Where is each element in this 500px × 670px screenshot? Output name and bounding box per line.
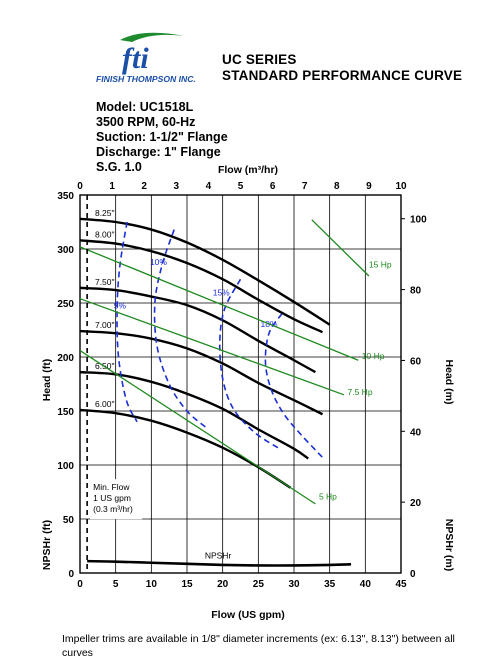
page-title: STANDARD PERFORMANCE CURVE (222, 68, 463, 83)
x2-tick-label: 3 (174, 181, 180, 192)
min-flow-bg (90, 479, 143, 520)
y-tick-label: 150 (57, 407, 74, 418)
y-axis-label: Head (ft) (41, 359, 53, 402)
impeller-curves: 8.25"8.00"7.50"7.00"6.50"6.00" (79, 208, 331, 489)
company-logo: fti FINISH THOMPSON INC. (96, 32, 196, 84)
x2-tick-label: 1 (109, 181, 115, 192)
impeller-curve-3 (79, 329, 324, 416)
power-line-0 (311, 219, 370, 277)
x-tick-label: 45 (395, 579, 407, 590)
npsh-axis-label: NPSHr (ft) (41, 520, 53, 570)
y-tick-label: 50 (63, 515, 75, 526)
spec-model: Model: UC1518L (96, 100, 194, 114)
x-axis-label: Flow (US gpm) (211, 609, 285, 621)
y2-tick-label: 20 (410, 498, 422, 509)
y-tick-label: 250 (57, 299, 74, 310)
efficiency-label: 15% (213, 287, 230, 297)
y2-axis-label: Head (m) (443, 360, 455, 405)
npshr-curve: NPSHr (87, 550, 352, 567)
efficiency-label: 5% (114, 300, 127, 310)
x-tick-label: 20 (217, 579, 229, 590)
axes: 0 5 10 15 20 25 30 35 40 450501001502002503003500… (57, 181, 427, 590)
x2-tick-label: 5 (238, 181, 244, 192)
x2-tick-label: 2 (141, 181, 147, 192)
impeller-curve-4 (79, 370, 309, 460)
power-line-3 (79, 349, 316, 505)
x2-tick-label: 9 (366, 181, 372, 192)
y-tick-label: 350 (57, 191, 74, 202)
y2-tick-label: 80 (410, 286, 422, 297)
logo-mark: fti (122, 42, 149, 75)
x-tick-label: 15 (181, 579, 193, 590)
x-tick-label: 5 (113, 579, 119, 590)
min-flow-text: (0.3 m³/hr) (93, 504, 133, 514)
efficiency-curve-0 (116, 221, 138, 423)
x-tick-label: 25 (253, 579, 265, 590)
efficiency-curve-3 (264, 313, 324, 458)
power-line-2 (79, 298, 345, 396)
impeller-label: 7.50" (95, 277, 115, 287)
x-tick-label: 30 (288, 579, 300, 590)
impeller-label: 7.00" (95, 320, 115, 330)
min-flow-text: Min. Flow (93, 482, 130, 492)
x2-axis-label: Flow (m³/hr) (218, 164, 278, 176)
power-line-1 (79, 246, 359, 361)
y2-tick-label: 60 (410, 356, 422, 367)
power-label: 10 Hp (362, 351, 385, 361)
power-lines: 15 Hp 10 Hp 7.5 Hp 5 Hp (79, 219, 392, 505)
x2-tick-label: 10 (395, 181, 407, 192)
plot-frame (79, 194, 402, 574)
impeller-curve-1 (79, 239, 324, 334)
efficiency-curve-2 (218, 278, 281, 450)
x2-tick-label: 7 (302, 181, 308, 192)
efficiency-curve-1 (153, 229, 209, 430)
impeller-curve-0 (79, 217, 331, 326)
spec-sg: S.G. 1.0 (96, 160, 142, 174)
x2-tick-label: 6 (270, 181, 276, 192)
spec-rpm: 3500 RPM, 60-Hz (96, 115, 196, 129)
y2-tick-label-zero: 0 (410, 569, 416, 580)
x-tick-label: 40 (360, 579, 372, 590)
y-tick-label: 0 (68, 569, 74, 580)
y2-tick-label: 40 (410, 427, 422, 438)
power-label: 7.5 Hp (348, 387, 373, 397)
power-label: 15 Hp (369, 259, 392, 269)
power-label: 5 Hp (319, 492, 337, 502)
x-tick-label: 10 (146, 579, 158, 590)
impeller-curve-2 (79, 286, 316, 374)
series-title: UC SERIES (222, 52, 297, 67)
axis-labels: Flow (m³/hr) Flow (US gpm) Head (ft) NPS… (41, 164, 455, 621)
x2-tick-label: 0 (77, 181, 83, 192)
y-tick-label: 100 (57, 461, 74, 472)
model-specs: Model: UC1518L 3500 RPM, 60-Hz Suction: … (96, 100, 228, 175)
efficiency-label: 10% (150, 257, 167, 267)
logo-company: FINISH THOMPSON INC. (96, 74, 196, 84)
npsh-axis-label-m: NPSHr (m) (443, 519, 455, 572)
npshr-label: NPSHr (205, 550, 232, 560)
y-tick-label: 200 (57, 353, 74, 364)
impeller-curve-5 (79, 408, 292, 489)
x-tick-label: 35 (324, 579, 336, 590)
impeller-label: 8.00" (95, 229, 115, 239)
y-tick-label: 300 (57, 245, 74, 256)
footnote: Impeller trims are available in 1/8" dia… (62, 633, 455, 659)
x2-tick-label: 4 (206, 181, 212, 192)
impeller-label: 8.25" (95, 208, 115, 218)
x-tick-label: 0 (77, 579, 83, 590)
spec-suction: Suction: 1-1/2" Flange (96, 130, 228, 144)
spec-discharge: Discharge: 1" Flange (96, 145, 221, 159)
y2-tick-label: 100 (410, 215, 427, 226)
impeller-label: 6.00" (95, 399, 115, 409)
npshr-line (87, 559, 352, 567)
x2-tick-label: 8 (334, 181, 340, 192)
min-flow-text: 1 US gpm (93, 493, 131, 503)
